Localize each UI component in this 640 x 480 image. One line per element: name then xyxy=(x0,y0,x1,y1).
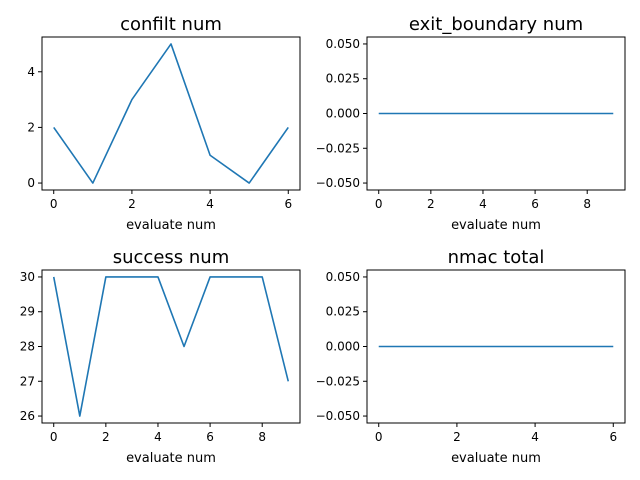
series-line xyxy=(52,276,290,417)
x-tick-label: 4 xyxy=(206,197,214,211)
chart-title: exit_boundary num xyxy=(409,14,583,35)
y-tick-label: 0 xyxy=(27,176,35,190)
y-tick-label: 30 xyxy=(20,270,35,284)
x-tick-label: 0 xyxy=(50,430,58,444)
plot-area: 0 2 4 6 8 0.050 0.025 0.000 −0.025 −0.050 xyxy=(316,36,626,211)
axes-frame xyxy=(41,269,301,424)
series-line xyxy=(53,43,289,184)
y-tick-label: −0.025 xyxy=(316,141,360,155)
subplot-nmac-total: nmac total 0 2 4 6 0.050 0.025 0.000 −0.025 −0.0… xyxy=(316,247,626,466)
y-tick-label: −0.050 xyxy=(316,176,360,190)
y-tick-label: 0.050 xyxy=(326,37,360,51)
y-tick-label: 28 xyxy=(20,340,35,354)
y-tick-label: 2 xyxy=(27,120,35,134)
subplot-exit-boundary-num: exit_boundary num 0 2 4 6 8 0.050 0.025 0.000 −0… xyxy=(316,14,626,233)
y-tick-label: 0.025 xyxy=(326,72,360,86)
y-tick-label: 0.000 xyxy=(326,107,360,121)
x-tick-label: 4 xyxy=(479,197,487,211)
chart-title: confilt num xyxy=(120,14,222,35)
y-tick-label: 26 xyxy=(20,409,35,423)
x-axis-label: evaluate num xyxy=(126,218,216,233)
x-tick-label: 2 xyxy=(102,430,110,444)
x-tick-label: 0 xyxy=(50,197,58,211)
plot-area: 0 2 4 6 8 26 27 28 29 30 xyxy=(20,269,301,444)
x-tick-label: 2 xyxy=(128,197,136,211)
chart-title: nmac total xyxy=(448,247,545,268)
x-tick-label: 8 xyxy=(258,430,266,444)
x-tick-label: 0 xyxy=(375,430,383,444)
x-axis-label: evaluate num xyxy=(126,451,216,466)
plot-area: 0 2 4 6 0.050 0.025 0.000 −0.025 −0.050 xyxy=(316,269,626,444)
y-tick-label: 29 xyxy=(20,305,35,319)
plot-area: 0 2 4 6 0 2 4 xyxy=(27,36,301,211)
x-tick-label: 2 xyxy=(427,197,435,211)
x-tick-label: 8 xyxy=(583,197,591,211)
chart-title: success num xyxy=(113,247,229,268)
y-tick-label: 0.050 xyxy=(326,270,360,284)
x-tick-label: 6 xyxy=(531,197,539,211)
x-axis-label: evaluate num xyxy=(451,451,541,466)
subplot-success-num: success num 0 2 4 6 8 26 27 28 29 30 evaluate num xyxy=(20,247,301,466)
x-tick-label: 6 xyxy=(284,197,292,211)
axes-frame xyxy=(41,36,301,191)
y-tick-label: 0.000 xyxy=(326,340,360,354)
y-tick-label: 0.025 xyxy=(326,305,360,319)
x-tick-label: 6 xyxy=(206,430,214,444)
x-tick-label: 4 xyxy=(531,430,539,444)
y-tick-label: 27 xyxy=(20,374,35,388)
x-tick-label: 2 xyxy=(453,430,461,444)
y-tick-label: 4 xyxy=(27,65,35,79)
x-tick-label: 6 xyxy=(609,430,617,444)
x-tick-label: 0 xyxy=(375,197,383,211)
subplot-confilt-num: confilt num 0 2 4 6 0 2 4 evaluate num xyxy=(27,14,301,233)
y-tick-label: −0.050 xyxy=(316,409,360,423)
y-tick-label: −0.025 xyxy=(316,374,360,388)
x-axis-label: evaluate num xyxy=(451,218,541,233)
x-tick-label: 4 xyxy=(154,430,162,444)
